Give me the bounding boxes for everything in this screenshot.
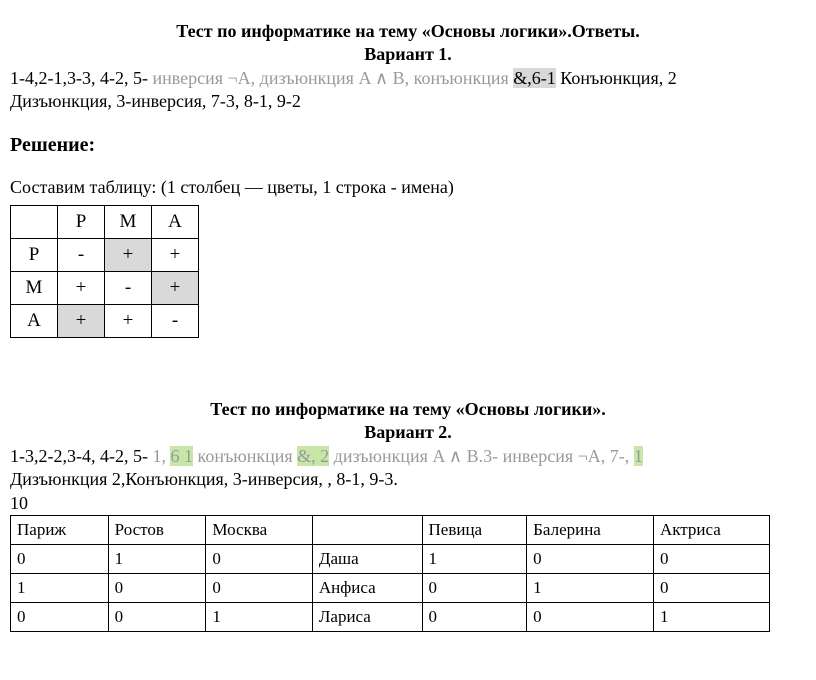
big-table-row: 0 1 0 Даша 1 0 0 bbox=[11, 545, 770, 574]
logic-row: A + + - bbox=[11, 304, 199, 337]
logic-cell: + bbox=[58, 271, 105, 304]
big-cell bbox=[312, 515, 422, 544]
big-cell: 0 bbox=[11, 545, 109, 574]
logic-header-row: P M A bbox=[11, 205, 199, 238]
logic-cell: + bbox=[105, 238, 152, 271]
logic-cell: A bbox=[152, 205, 199, 238]
big-cell: Даша bbox=[312, 545, 422, 574]
big-cell: 1 bbox=[206, 603, 312, 632]
logic-cell: A bbox=[11, 304, 58, 337]
v1-variant: Вариант 1. bbox=[10, 43, 806, 66]
v1-answers-line2: Дизъюнкция, 3-инверсия, 7-3, 8-1, 9-2 bbox=[10, 90, 806, 113]
v2-p7: 1 bbox=[634, 446, 643, 466]
v2-line2: Дизъюнкция 2,Конъюнкция, 3-инверсия, , 8… bbox=[10, 468, 806, 491]
logic-cell: P bbox=[58, 205, 105, 238]
v1-hl: &,6-1 bbox=[513, 68, 556, 88]
logic-cell: - bbox=[58, 238, 105, 271]
big-cell: Ростов bbox=[108, 515, 206, 544]
big-cell: 0 bbox=[108, 603, 206, 632]
big-cell: Балерина bbox=[527, 515, 654, 544]
big-cell: 0 bbox=[206, 545, 312, 574]
big-cell: 1 bbox=[108, 545, 206, 574]
big-cell: 1 bbox=[422, 545, 527, 574]
big-cell: Лариса bbox=[312, 603, 422, 632]
logic-cell bbox=[11, 205, 58, 238]
logic-cell: + bbox=[105, 304, 152, 337]
logic-cell: M bbox=[11, 271, 58, 304]
v1-gray: инверсия ¬A, дизъюнкция A ∧ B, конъюнкци… bbox=[152, 68, 513, 88]
big-cell: Актриса bbox=[653, 515, 769, 544]
logic-row: M + - + bbox=[11, 271, 199, 304]
v2-variant: Вариант 2. bbox=[10, 421, 806, 444]
v2-p4: конъюнкция bbox=[193, 446, 297, 466]
v2-line1: 1-3,2-2,3-4, 4-2, 5- 1, 6 1 конъюнкция &… bbox=[10, 445, 806, 468]
logic-cell: - bbox=[152, 304, 199, 337]
big-cell: Певица bbox=[422, 515, 527, 544]
v2-title: Тест по информатике на тему «Основы логи… bbox=[10, 398, 806, 421]
logic-cell: + bbox=[58, 304, 105, 337]
big-cell: 0 bbox=[422, 603, 527, 632]
big-cell: 1 bbox=[11, 574, 109, 603]
big-cell: 0 bbox=[527, 603, 654, 632]
big-cell: 0 bbox=[108, 574, 206, 603]
table-caption: Составим таблицу: (1 столбец — цветы, 1 … bbox=[10, 176, 806, 199]
big-cell: 0 bbox=[653, 574, 769, 603]
v2-p3: 6 1 bbox=[170, 446, 193, 466]
v1-answers: 1-4,2-1,3-3, 4-2, 5- инверсия ¬A, дизъюн… bbox=[10, 67, 806, 90]
big-table-row: 1 0 0 Анфиса 0 1 0 bbox=[11, 574, 770, 603]
v1-ans-prefix: 1-4,2-1,3-3, 4-2, 5- bbox=[10, 68, 152, 88]
v2-line3: 10 bbox=[10, 492, 806, 515]
logic-row: P - + + bbox=[11, 238, 199, 271]
big-cell: 1 bbox=[653, 603, 769, 632]
big-cell: Анфиса bbox=[312, 574, 422, 603]
logic-table: P M A P - + + M + - + A + + - bbox=[10, 205, 199, 338]
logic-cell: P bbox=[11, 238, 58, 271]
v2-p5: &, 2 bbox=[297, 446, 329, 466]
big-cell: Париж bbox=[11, 515, 109, 544]
big-cell: 0 bbox=[206, 574, 312, 603]
big-cell: 1 bbox=[527, 574, 654, 603]
v2-p2: 1, bbox=[152, 446, 170, 466]
logic-cell: + bbox=[152, 238, 199, 271]
big-cell: 0 bbox=[422, 574, 527, 603]
logic-cell: - bbox=[105, 271, 152, 304]
big-cell: 0 bbox=[527, 545, 654, 574]
big-cell: 0 bbox=[653, 545, 769, 574]
big-table-row: 0 0 1 Лариса 0 0 1 bbox=[11, 603, 770, 632]
v1-rest1: Конъюнкция, 2 bbox=[556, 68, 677, 88]
v1-title: Тест по информатике на тему «Основы логи… bbox=[10, 20, 806, 43]
big-cell: 0 bbox=[11, 603, 109, 632]
logic-cell: M bbox=[105, 205, 152, 238]
v2-p6: дизъюнкция A ∧ B.3- инверсия ¬A, 7-, bbox=[329, 446, 634, 466]
big-table: Париж Ростов Москва Певица Балерина Актр… bbox=[10, 515, 770, 632]
big-cell: Москва bbox=[206, 515, 312, 544]
solution-header: Решение: bbox=[10, 132, 806, 158]
v2-p1: 1-3,2-2,3-4, 4-2, 5- bbox=[10, 446, 152, 466]
logic-cell: + bbox=[152, 271, 199, 304]
big-table-header: Париж Ростов Москва Певица Балерина Актр… bbox=[11, 515, 770, 544]
